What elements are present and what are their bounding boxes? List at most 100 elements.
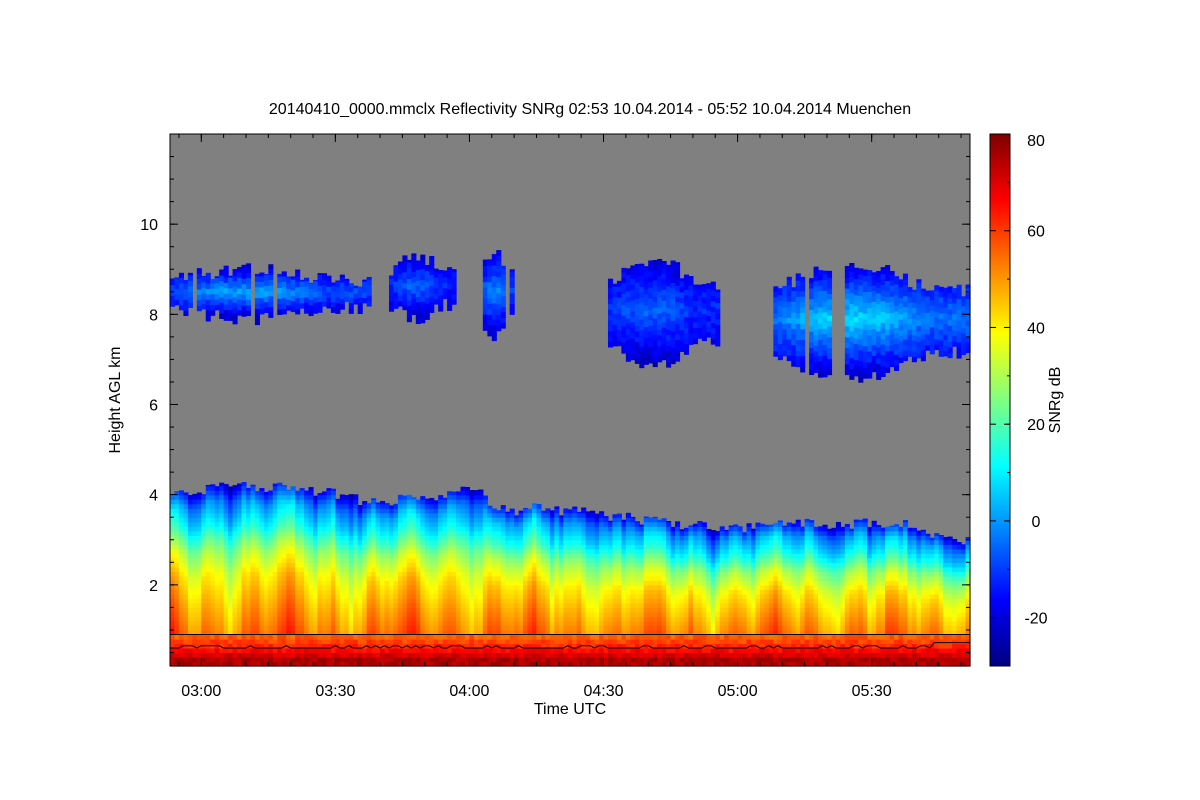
echo-cell bbox=[170, 557, 176, 563]
echo-cell bbox=[719, 602, 725, 608]
echo-cell bbox=[411, 611, 417, 618]
echo-cell bbox=[549, 553, 555, 559]
echo-cell bbox=[424, 652, 430, 658]
echo-cell bbox=[438, 589, 444, 595]
echo-cell bbox=[232, 499, 238, 505]
echo-cell bbox=[210, 544, 216, 550]
echo-cell bbox=[290, 620, 296, 627]
echo-cell bbox=[576, 566, 582, 572]
echo-cell bbox=[701, 629, 707, 636]
echo-cell bbox=[237, 544, 243, 550]
echo-cell bbox=[429, 598, 435, 604]
echo-cell bbox=[456, 521, 462, 527]
echo-cell bbox=[603, 517, 609, 523]
echo-cell bbox=[764, 616, 770, 622]
echo-cell bbox=[388, 661, 395, 667]
echo-cell bbox=[523, 562, 529, 568]
echo-cell bbox=[268, 634, 274, 640]
echo-cell bbox=[585, 656, 591, 663]
echo-cell bbox=[652, 548, 658, 554]
echo-cell bbox=[268, 647, 274, 654]
echo-cell bbox=[411, 629, 417, 636]
echo-cell bbox=[205, 652, 211, 658]
echo-cell bbox=[205, 553, 211, 559]
echo-cell bbox=[759, 523, 766, 527]
echo-cell bbox=[272, 494, 278, 500]
echo-cell bbox=[424, 517, 430, 523]
echo-cell bbox=[540, 512, 547, 518]
echo-cell bbox=[228, 512, 234, 518]
echo-cell bbox=[170, 526, 176, 532]
echo-cell bbox=[223, 526, 229, 532]
echo-cell bbox=[183, 517, 189, 523]
echo-cell bbox=[496, 544, 502, 550]
echo-cell bbox=[759, 652, 766, 658]
echo-cell bbox=[469, 526, 475, 532]
echo-cell bbox=[549, 562, 555, 568]
echo-cell bbox=[558, 566, 564, 572]
echo-cell bbox=[183, 562, 189, 568]
echo-cell bbox=[782, 571, 788, 577]
echo-cell bbox=[210, 616, 216, 622]
echo-cell bbox=[464, 616, 471, 622]
echo-cell bbox=[245, 548, 252, 554]
echo-cell bbox=[648, 634, 654, 640]
echo-cell bbox=[178, 656, 185, 663]
echo-cell bbox=[268, 508, 274, 514]
echo-cell bbox=[317, 629, 323, 636]
echo-cell bbox=[612, 517, 618, 523]
echo-cell bbox=[402, 634, 408, 640]
echo-cell bbox=[737, 629, 743, 636]
echo-cell bbox=[527, 634, 533, 640]
echo-cell bbox=[384, 638, 390, 645]
echo-cell bbox=[393, 634, 399, 640]
echo-cell bbox=[232, 512, 238, 518]
echo-cell bbox=[330, 607, 336, 613]
echo-cell bbox=[612, 575, 618, 581]
echo-cell bbox=[335, 557, 341, 563]
echo-cell bbox=[201, 566, 207, 572]
echo-cell bbox=[549, 517, 555, 523]
echo-cell bbox=[187, 598, 193, 604]
echo-cell bbox=[317, 499, 323, 505]
echo-cell bbox=[540, 629, 547, 636]
echo-cell bbox=[406, 575, 412, 581]
echo-cell bbox=[607, 535, 614, 541]
echo-cell bbox=[724, 638, 730, 645]
echo-cell bbox=[648, 575, 654, 581]
echo-cell bbox=[393, 553, 399, 559]
echo-cell bbox=[464, 499, 471, 505]
echo-cell bbox=[603, 516, 609, 518]
echo-cell bbox=[572, 566, 578, 572]
echo-cell bbox=[393, 508, 399, 514]
echo-cell bbox=[397, 643, 403, 649]
echo-cell bbox=[339, 625, 345, 631]
echo-cell bbox=[201, 629, 207, 636]
echo-cell bbox=[263, 589, 269, 595]
echo-cell bbox=[178, 535, 185, 541]
echo-cell bbox=[170, 638, 176, 645]
echo-cell bbox=[625, 544, 631, 550]
echo-cell bbox=[567, 535, 573, 541]
echo-cell bbox=[192, 602, 198, 608]
echo-cell bbox=[554, 557, 560, 563]
echo-cell bbox=[478, 512, 484, 518]
echo-cell bbox=[321, 491, 328, 496]
echo-cell bbox=[509, 535, 515, 541]
echo-cell bbox=[585, 625, 591, 631]
echo-cell bbox=[237, 539, 243, 545]
echo-cell bbox=[567, 647, 573, 654]
echo-cell bbox=[710, 647, 716, 654]
echo-cell bbox=[263, 593, 269, 599]
echo-cell bbox=[424, 602, 430, 608]
echo-cell bbox=[661, 661, 667, 667]
echo-cell bbox=[469, 661, 475, 667]
echo-cell bbox=[456, 517, 462, 523]
echo-cell bbox=[505, 661, 511, 667]
echo-cell bbox=[317, 503, 323, 509]
echo-cell bbox=[237, 616, 243, 622]
echo-cell bbox=[223, 566, 229, 572]
echo-cell bbox=[411, 652, 417, 658]
echo-cell bbox=[214, 584, 220, 590]
echo-cell bbox=[697, 643, 703, 649]
